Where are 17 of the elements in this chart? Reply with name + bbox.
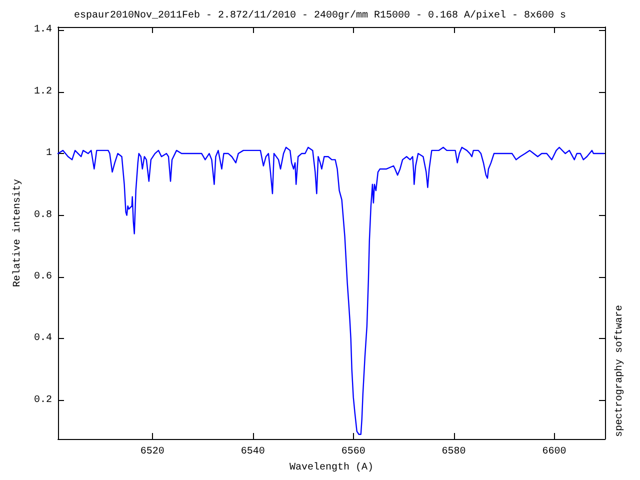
x-tick-label: 6540 <box>240 446 265 458</box>
y-tick-label: 1.4 <box>34 24 52 36</box>
chart-title: espaur2010Nov_2011Feb - 2.872/11/2010 - 2400gr/mm R15000 - 0.168 A/pixel - 8x600 s <box>74 10 566 22</box>
x-tick-label: 6600 <box>542 446 566 458</box>
y-tick-label: 0.2 <box>34 394 52 406</box>
x-tick-label: 6580 <box>442 446 466 458</box>
x-tick-label: 6520 <box>140 446 164 458</box>
y-axis-title: Relative intensity <box>12 178 24 288</box>
x-tick-label: 6560 <box>341 446 366 458</box>
text: spectrography software <box>614 304 626 437</box>
y-tick-label: 1.2 <box>34 86 52 98</box>
x-axis-title: Wavelength (A) <box>289 462 374 474</box>
y-tick-label: 1 <box>46 148 52 160</box>
y-tick-label: 0.6 <box>34 271 52 282</box>
y-tick-label: 0.8 <box>34 210 52 221</box>
y-tick-label: 0.4 <box>34 333 52 344</box>
line-series <box>57 146 605 435</box>
